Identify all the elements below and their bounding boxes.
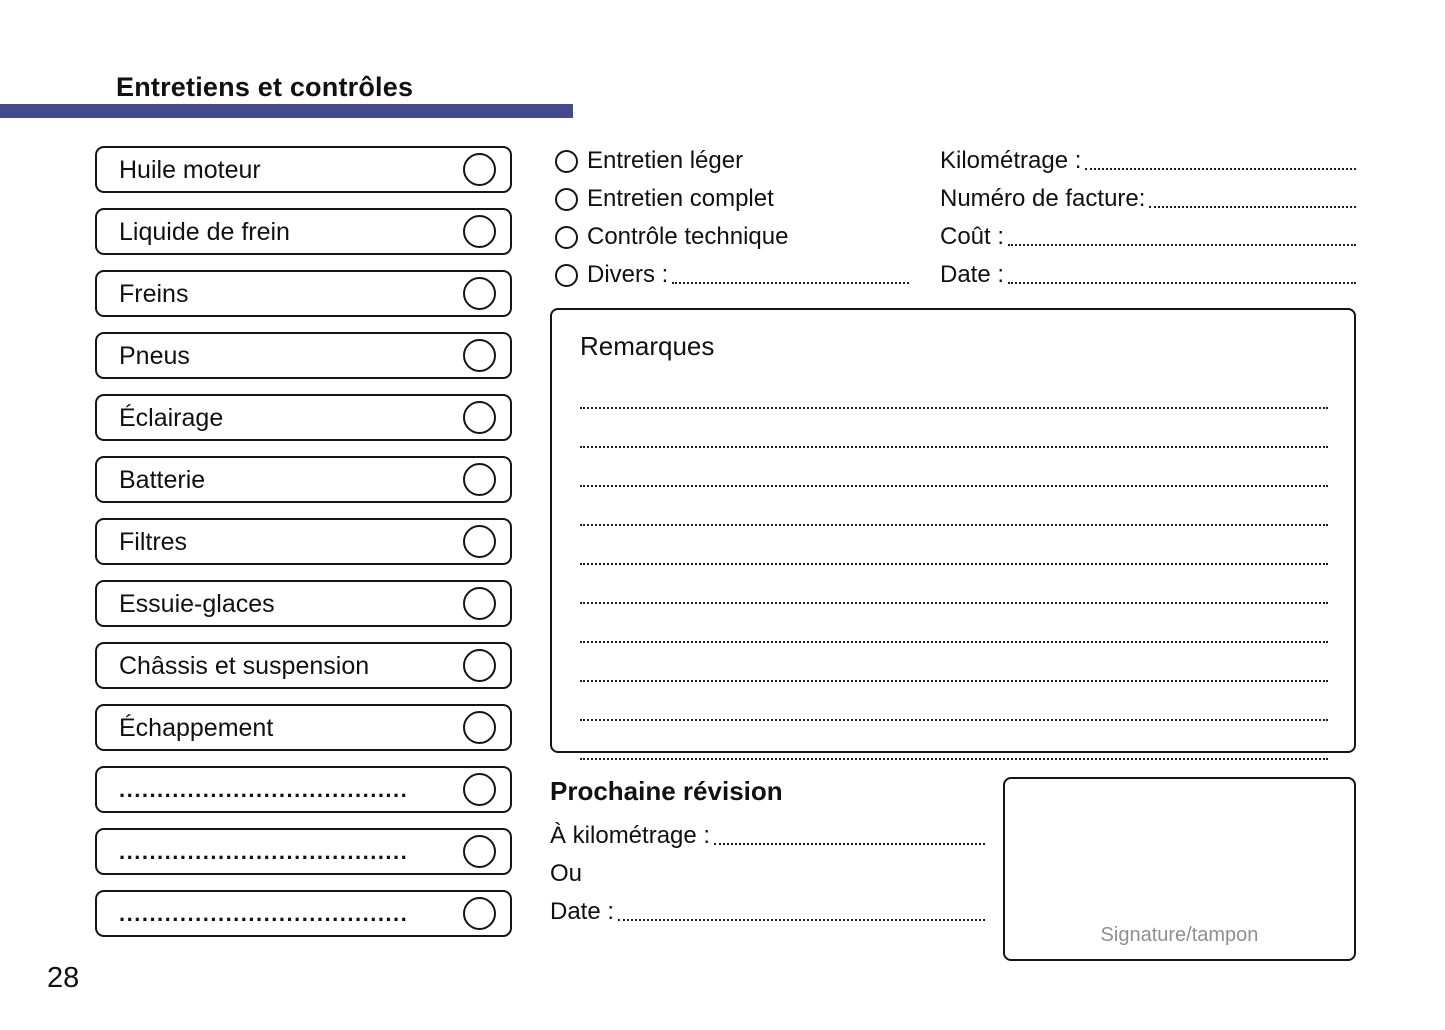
page-number: 28	[47, 962, 80, 994]
remarks-write-in-lines	[580, 370, 1328, 760]
remarks-line	[580, 526, 1328, 565]
checklist-item-blank-label: ......................................	[119, 900, 409, 926]
title-accent-bar	[0, 104, 573, 118]
checklist-item-chassis-et-suspension: Châssis et suspension	[95, 642, 512, 689]
radio-circle-icon[interactable]	[555, 149, 578, 173]
service-option-label: Divers :	[587, 261, 669, 288]
check-circle-icon[interactable]	[463, 773, 496, 806]
check-circle-icon[interactable]	[463, 153, 496, 186]
checklist: Huile moteur Liquide de frein Freins Pne…	[95, 146, 512, 952]
remarks-line	[580, 721, 1328, 760]
checklist-item-eclairage: Éclairage	[95, 394, 512, 441]
next-service-kilometrage: À kilométrage :	[550, 817, 985, 855]
check-circle-icon[interactable]	[463, 835, 496, 868]
checklist-item-label: Châssis et suspension	[119, 652, 370, 680]
checklist-item-label: Pneus	[119, 342, 190, 370]
remarks-line	[580, 565, 1328, 604]
checklist-item-label: Éclairage	[119, 404, 224, 432]
remarks-title: Remarques	[580, 331, 715, 361]
checklist-item-label: Huile moteur	[119, 156, 261, 184]
checklist-item-label: Échappement	[119, 714, 274, 742]
check-circle-icon[interactable]	[463, 711, 496, 744]
remarks-line	[580, 409, 1328, 448]
checklist-item-blank-label: ......................................	[119, 776, 409, 802]
checklist-item-blank-2: ......................................	[95, 828, 512, 875]
checklist-item-essuie-glaces: Essuie-glaces	[95, 580, 512, 627]
next-service-ou: Ou	[550, 855, 985, 893]
service-option-entretien-complet: Entretien complet	[555, 180, 909, 218]
field-label: Date :	[550, 898, 615, 925]
radio-circle-icon[interactable]	[555, 187, 578, 211]
checklist-item-huile-moteur: Huile moteur	[95, 146, 512, 193]
checklist-item-label: Batterie	[119, 466, 206, 494]
checklist-item-label: Essuie-glaces	[119, 590, 275, 618]
service-option-divers: Divers :	[555, 256, 909, 294]
radio-circle-icon[interactable]	[555, 225, 578, 249]
checklist-item-blank-3: ......................................	[95, 890, 512, 937]
remarks-line	[580, 370, 1328, 409]
field-date: Date :	[940, 256, 1356, 294]
field-label: Coût :	[940, 223, 1005, 250]
remarks-line	[580, 448, 1328, 487]
checklist-item-label: Liquide de frein	[119, 218, 290, 246]
check-circle-icon[interactable]	[463, 525, 496, 558]
field-label: Ou	[550, 860, 583, 887]
divers-write-in-line	[672, 282, 909, 284]
checklist-item-blank-label: ......................................	[119, 838, 409, 864]
checklist-item-liquide-de-frein: Liquide de frein	[95, 208, 512, 255]
checklist-item-label: Freins	[119, 280, 189, 308]
remarks-line	[580, 682, 1328, 721]
kilometrage-write-in-line	[1085, 168, 1356, 170]
field-label: Numéro de facture:	[940, 185, 1146, 212]
check-circle-icon[interactable]	[463, 215, 496, 248]
service-option-label: Entretien léger	[587, 147, 744, 174]
page-title: Entretiens et contrôles	[116, 72, 414, 102]
checklist-item-filtres: Filtres	[95, 518, 512, 565]
signature-box-label: Signature/tampon	[1100, 924, 1259, 946]
checklist-item-label: Filtres	[119, 528, 188, 556]
field-kilometrage: Kilométrage :	[940, 142, 1356, 180]
next-date-write-in-line	[618, 919, 985, 921]
field-label: Kilométrage :	[940, 147, 1082, 174]
cout-write-in-line	[1008, 244, 1356, 246]
remarks-line	[580, 643, 1328, 682]
checklist-item-blank-1: ......................................	[95, 766, 512, 813]
remarks-line	[580, 604, 1328, 643]
check-circle-icon[interactable]	[463, 463, 496, 496]
service-option-label: Contrôle technique	[587, 223, 789, 250]
next-service-date: Date :	[550, 893, 985, 931]
field-label: À kilométrage :	[550, 822, 711, 849]
field-cout: Coût :	[940, 218, 1356, 256]
next-service-title: Prochaine révision	[550, 776, 783, 806]
checklist-item-echappement: Échappement	[95, 704, 512, 751]
check-circle-icon[interactable]	[463, 277, 496, 310]
signature-box: Signature/tampon	[1003, 777, 1356, 961]
date-write-in-line	[1008, 282, 1356, 284]
service-option-entretien-leger: Entretien léger	[555, 142, 909, 180]
radio-circle-icon[interactable]	[555, 263, 578, 287]
checklist-item-freins: Freins	[95, 270, 512, 317]
service-type-options: Entretien léger Entretien complet Contrô…	[555, 142, 909, 294]
invoice-fields: Kilométrage : Numéro de facture: Coût : …	[940, 142, 1356, 294]
field-numero-de-facture: Numéro de facture:	[940, 180, 1356, 218]
check-circle-icon[interactable]	[463, 897, 496, 930]
facture-write-in-line	[1149, 206, 1356, 208]
service-option-controle-technique: Contrôle technique	[555, 218, 909, 256]
remarks-box: Remarques	[550, 308, 1356, 760]
checklist-item-pneus: Pneus	[95, 332, 512, 379]
remarks-line	[580, 487, 1328, 526]
service-option-label: Entretien complet	[587, 185, 774, 212]
field-label: Date :	[940, 261, 1005, 288]
check-circle-icon[interactable]	[463, 587, 496, 620]
check-circle-icon[interactable]	[463, 401, 496, 434]
next-service-section: Prochaine révision À kilométrage : Ou Da…	[550, 776, 985, 931]
checklist-item-batterie: Batterie	[95, 456, 512, 503]
check-circle-icon[interactable]	[463, 339, 496, 372]
next-kilometrage-write-in-line	[714, 843, 985, 845]
check-circle-icon[interactable]	[463, 649, 496, 682]
